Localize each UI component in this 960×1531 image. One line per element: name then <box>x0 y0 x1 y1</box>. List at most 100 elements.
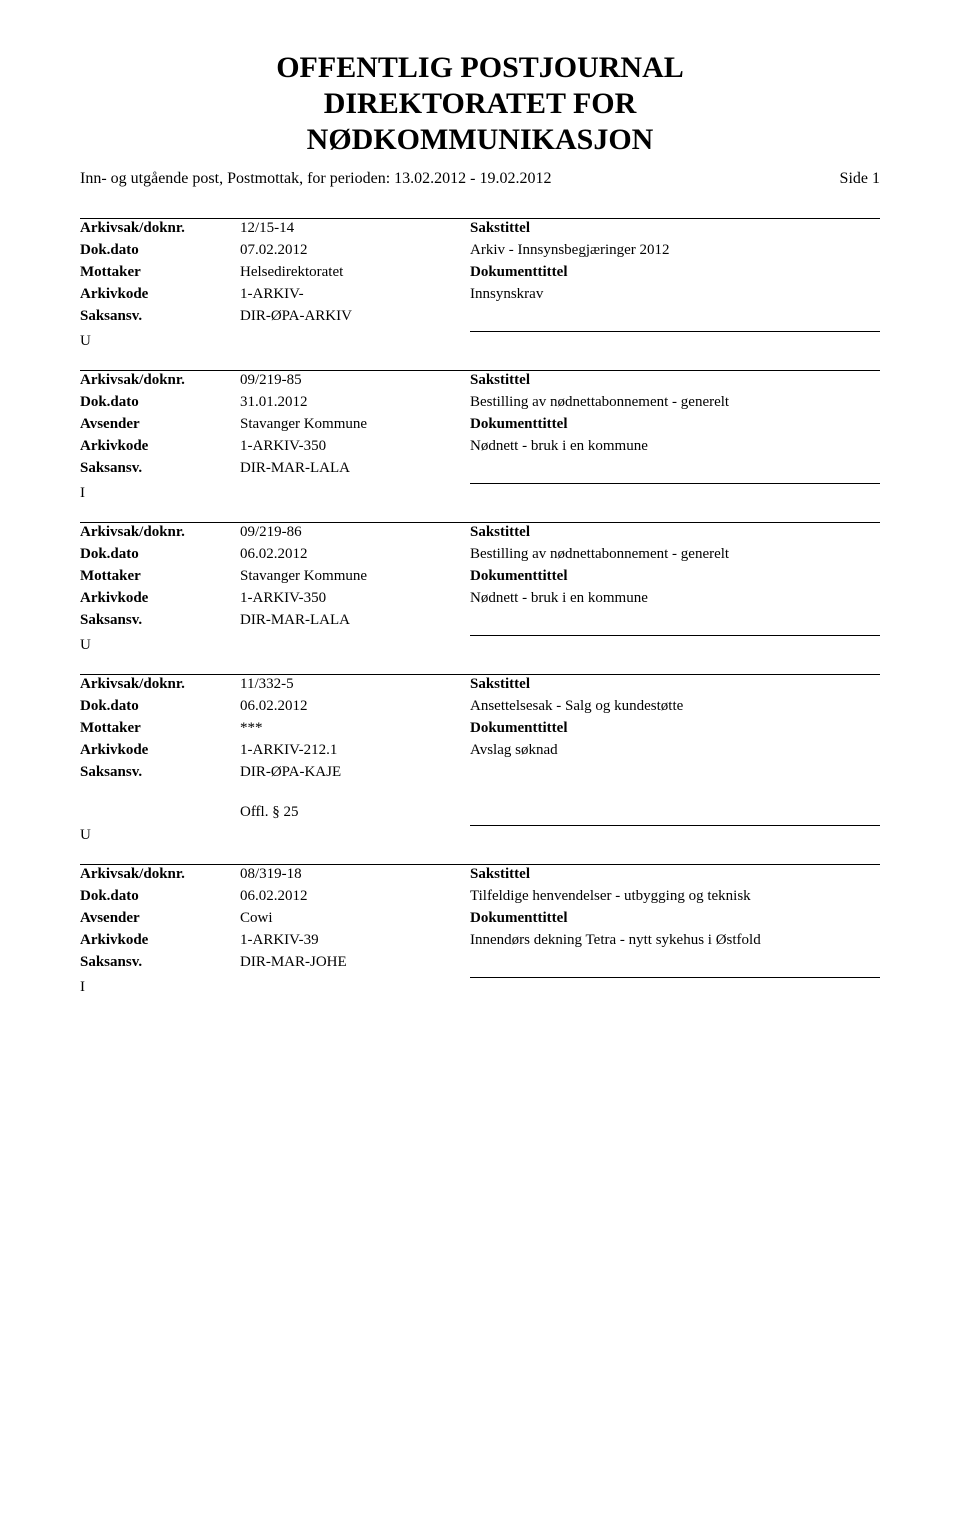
row-dokdato: Dok.dato 06.02.2012 Bestilling av nødnet… <box>80 546 880 568</box>
blank-right <box>470 612 880 634</box>
divider-right <box>470 635 880 636</box>
value-dokdato: 06.02.2012 <box>240 888 470 910</box>
label-dokdato: Dok.dato <box>80 546 240 568</box>
value-arkivsak: 12/15-14 <box>240 220 470 242</box>
blank-right <box>470 460 880 482</box>
io-marker: U <box>80 637 880 654</box>
row-saksansv: Saksansv. DIR-MAR-LALA <box>80 612 880 634</box>
row-arkivkode: Arkivkode 1-ARKIV-39 Innendørs dekning T… <box>80 932 880 954</box>
blank-right <box>470 764 880 786</box>
blank-right <box>470 308 880 330</box>
row-saksansv: Saksansv. DIR-ØPA-ARKIV <box>80 308 880 330</box>
value-sakstittel: Ansettelsesak - Salg og kundestøtte <box>470 698 880 720</box>
row-saksansv: Saksansv. DIR-MAR-LALA <box>80 460 880 482</box>
label-dokdato: Dok.dato <box>80 242 240 264</box>
row-arkivsak: Arkivsak/doknr. 08/319-18 Sakstittel <box>80 866 880 888</box>
row-saksansv: Saksansv. DIR-MAR-JOHE <box>80 954 880 976</box>
entry: Arkivsak/doknr. 12/15-14 Sakstittel Dok.… <box>80 218 880 350</box>
label-dokumenttittel: Dokumenttittel <box>470 264 880 286</box>
divider <box>80 674 880 675</box>
label-sakstittel: Sakstittel <box>470 372 880 394</box>
row-dokdato: Dok.dato 06.02.2012 Ansettelsesak - Salg… <box>80 698 880 720</box>
row-arkivsak: Arkivsak/doknr. 09/219-85 Sakstittel <box>80 372 880 394</box>
value-dokumenttittel: Innsynskrav <box>470 286 880 308</box>
label-party: Mottaker <box>80 568 240 590</box>
label-arkivsak: Arkivsak/doknr. <box>80 524 240 546</box>
divider <box>80 218 880 219</box>
value-saksansv: DIR-ØPA-ARKIV <box>240 308 470 330</box>
value-arkivsak: 08/319-18 <box>240 866 470 888</box>
label-dokumenttittel: Dokumenttittel <box>470 416 880 438</box>
row-party: Mottaker *** Dokumenttittel <box>80 720 880 742</box>
title-line-3: NØDKOMMUNIKASJON <box>80 122 880 158</box>
label-arkivkode: Arkivkode <box>80 438 240 460</box>
value-party: Helsedirektoratet <box>240 264 470 286</box>
value-dokumenttittel: Innendørs dekning Tetra - nytt sykehus i… <box>470 932 880 954</box>
label-dokdato: Dok.dato <box>80 698 240 720</box>
row-dokdato: Dok.dato 31.01.2012 Bestilling av nødnet… <box>80 394 880 416</box>
divider <box>80 522 880 523</box>
label-saksansv: Saksansv. <box>80 460 240 482</box>
io-marker: U <box>80 827 880 844</box>
value-dokdato: 06.02.2012 <box>240 546 470 568</box>
row-party: Avsender Cowi Dokumenttittel <box>80 910 880 932</box>
row-saksansv: Saksansv. DIR-ØPA-KAJE <box>80 764 880 786</box>
row-dokdato: Dok.dato 07.02.2012 Arkiv - Innsynsbegjæ… <box>80 242 880 264</box>
io-marker: I <box>80 979 880 996</box>
row-arkivsak: Arkivsak/doknr. 12/15-14 Sakstittel <box>80 220 880 242</box>
label-arkivkode: Arkivkode <box>80 286 240 308</box>
entry: Arkivsak/doknr. 08/319-18 Sakstittel Dok… <box>80 864 880 996</box>
divider <box>80 864 880 865</box>
row-arkivsak: Arkivsak/doknr. 11/332-5 Sakstittel <box>80 676 880 698</box>
label-saksansv: Saksansv. <box>80 954 240 976</box>
value-dokdato: 31.01.2012 <box>240 394 470 416</box>
label-sakstittel: Sakstittel <box>470 524 880 546</box>
title-line-2: DIREKTORATET FOR <box>80 86 880 122</box>
value-dokdato: 07.02.2012 <box>240 242 470 264</box>
divider-right <box>470 331 880 332</box>
value-saksansv: DIR-MAR-LALA <box>240 612 470 634</box>
divider-right <box>470 483 880 484</box>
value-party: *** <box>240 720 470 742</box>
label-arkivsak: Arkivsak/doknr. <box>80 676 240 698</box>
label-dokumenttittel: Dokumenttittel <box>470 568 880 590</box>
label-saksansv: Saksansv. <box>80 612 240 634</box>
value-arkivkode: 1-ARKIV-212.1 <box>240 742 470 764</box>
label-sakstittel: Sakstittel <box>470 220 880 242</box>
value-dokumenttittel: Nødnett - bruk i en kommune <box>470 590 880 612</box>
value-party: Stavanger Kommune <box>240 416 470 438</box>
value-saksansv: DIR-MAR-LALA <box>240 460 470 482</box>
divider <box>80 370 880 371</box>
row-offl: Offl. § 25 <box>240 804 880 821</box>
row-arkivkode: Arkivkode 1-ARKIV-350 Nødnett - bruk i e… <box>80 590 880 612</box>
row-arkivkode: Arkivkode 1-ARKIV-350 Nødnett - bruk i e… <box>80 438 880 460</box>
label-party: Mottaker <box>80 264 240 286</box>
row-arkivsak: Arkivsak/doknr. 09/219-86 Sakstittel <box>80 524 880 546</box>
entry: Arkivsak/doknr. 09/219-85 Sakstittel Dok… <box>80 370 880 502</box>
value-arkivkode: 1-ARKIV-350 <box>240 438 470 460</box>
io-marker: U <box>80 333 880 350</box>
value-arkivkode: 1-ARKIV-350 <box>240 590 470 612</box>
value-sakstittel: Tilfeldige henvendelser - utbygging og t… <box>470 888 880 910</box>
row-party: Avsender Stavanger Kommune Dokumenttitte… <box>80 416 880 438</box>
label-arkivkode: Arkivkode <box>80 932 240 954</box>
value-sakstittel: Bestilling av nødnettabonnement - genere… <box>470 394 880 416</box>
label-sakstittel: Sakstittel <box>470 866 880 888</box>
row-party: Mottaker Stavanger Kommune Dokumenttitte… <box>80 568 880 590</box>
label-party: Avsender <box>80 910 240 932</box>
row-dokdato: Dok.dato 06.02.2012 Tilfeldige henvendel… <box>80 888 880 910</box>
io-marker: I <box>80 485 880 502</box>
entry: Arkivsak/doknr. 11/332-5 Sakstittel Dok.… <box>80 674 880 844</box>
label-party: Mottaker <box>80 720 240 742</box>
row-party: Mottaker Helsedirektoratet Dokumenttitte… <box>80 264 880 286</box>
label-arkivkode: Arkivkode <box>80 742 240 764</box>
row-arkivkode: Arkivkode 1-ARKIV-212.1 Avslag søknad <box>80 742 880 764</box>
divider-right <box>470 977 880 978</box>
value-party: Cowi <box>240 910 470 932</box>
value-arkivkode: 1-ARKIV-39 <box>240 932 470 954</box>
value-dokdato: 06.02.2012 <box>240 698 470 720</box>
value-party: Stavanger Kommune <box>240 568 470 590</box>
value-arkivsak: 09/219-85 <box>240 372 470 394</box>
blank-right <box>470 954 880 976</box>
label-dokdato: Dok.dato <box>80 888 240 910</box>
